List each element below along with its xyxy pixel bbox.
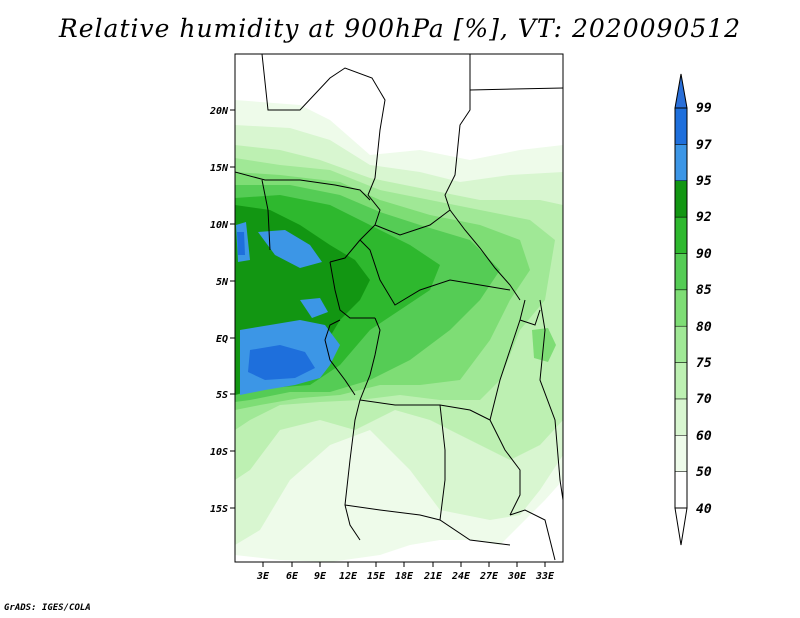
colorbar-label: 80 (696, 320, 712, 335)
colorbar-label: 95 (696, 174, 712, 189)
colorbar-segment (674, 180, 688, 218)
lat-tick-label: 10N (210, 220, 229, 231)
lat-tick-label: 15N (210, 163, 229, 174)
map-frame (234, 53, 564, 563)
map-title: Relative humidity at 900hPa [%], VT: 202… (58, 14, 742, 43)
lon-tick-label: 21E (423, 571, 443, 582)
colorbar-top-arrow (674, 73, 688, 109)
colorbar-segment (674, 107, 688, 145)
grads-credit: GrADS: IGES/COLA (4, 603, 91, 613)
lon-tick-label: 3E (256, 571, 270, 582)
lon-tick-label: 15E (367, 571, 386, 582)
colorbar: 99 97 95 92 90 85 80 75 70 60 50 40 (674, 73, 712, 546)
lon-tick-label: 33E (535, 571, 555, 582)
lat-tick-label: 20N (209, 106, 229, 117)
colorbar-segment (674, 144, 688, 181)
colorbar-bottom-arrow (674, 507, 688, 546)
colorbar-segment (674, 362, 688, 400)
colorbar-frame (674, 107, 688, 509)
lat-tick-label: 10S (210, 447, 228, 458)
colorbar-label: 50 (696, 465, 712, 480)
colorbar-segment (674, 435, 688, 472)
lon-tick-label: 12E (339, 571, 358, 582)
colorbar-label: 70 (696, 392, 712, 407)
lat-tick-label: 5N (216, 277, 229, 288)
lon-tick-label: 6E (286, 571, 299, 582)
lon-tick-label: 27E (479, 571, 499, 582)
colorbar-segment (674, 253, 688, 291)
lon-tick-label: 9E (314, 571, 327, 582)
colorbar-label: 99 (696, 101, 712, 116)
colorbar-segment (674, 471, 688, 509)
colorbar-segment (674, 325, 688, 363)
colorbar-label: 60 (696, 429, 712, 444)
colorbar-label: 85 (696, 283, 712, 298)
lon-ticks: 3E 6E 9E 12E 15E 18E 21E 24E 27E 30E 33E (256, 562, 555, 582)
colorbar-label: 90 (696, 247, 712, 262)
colorbar-label: 92 (696, 210, 712, 225)
lon-tick-label: 30E (507, 571, 527, 582)
colorbar-segment (674, 398, 688, 436)
colorbar-label: 75 (696, 356, 712, 371)
lat-ticks: 20N 15N 10N 5N EQ 5S 10S 15S (209, 106, 235, 515)
lat-tick-label: 5S (216, 390, 228, 401)
lon-tick-label: 24E (451, 571, 471, 582)
lat-tick-label: 15S (210, 504, 228, 515)
colorbar-segment (674, 216, 688, 254)
country-borders (235, 54, 563, 561)
lon-tick-label: 18E (395, 571, 414, 582)
lat-tick-label: EQ (216, 334, 228, 345)
colorbar-label: 97 (696, 138, 712, 153)
colorbar-segment (674, 289, 688, 327)
colorbar-label: 40 (696, 502, 712, 517)
humidity-field (235, 54, 563, 562)
